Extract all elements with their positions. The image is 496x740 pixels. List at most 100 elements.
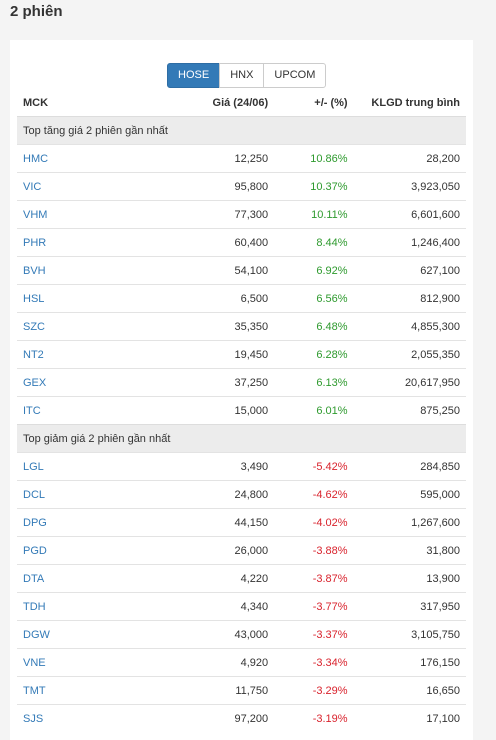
table-row: PHR 60,400 8.44% 1,246,400 (17, 228, 466, 257)
price-cell: 3,490 (123, 452, 275, 481)
table-row: NT2 19,450 6.28% 2,055,350 (17, 340, 466, 369)
stock-symbol-link[interactable]: PGD (17, 536, 124, 565)
tab-upcom[interactable]: UPCOM (263, 63, 327, 88)
table-row: ITC 15,000 6.01% 875,250 (17, 396, 466, 425)
price-cell: 37,250 (123, 368, 275, 397)
table-row: SZC 35,350 6.48% 4,855,300 (17, 312, 466, 341)
change-cell: -4.02% (274, 508, 354, 537)
price-cell: 26,000 (123, 536, 275, 565)
change-cell: 6.01% (274, 396, 354, 425)
volume-cell: 6,601,600 (353, 200, 466, 229)
table-row: PGD 26,000 -3.88% 31,800 (17, 536, 466, 565)
market-panel: HOSE HNX UPCOM MCK Giá (24/06) +/- (%) K… (10, 40, 473, 740)
volume-cell: 1,246,400 (353, 228, 466, 257)
change-cell: -3.87% (274, 564, 354, 593)
volume-cell: 812,900 (353, 284, 466, 313)
change-cell: 8.44% (274, 228, 354, 257)
table-row: VHM 77,300 10.11% 6,601,600 (17, 200, 466, 229)
volume-cell: 31,800 (353, 536, 466, 565)
stock-symbol-link[interactable]: PHR (17, 228, 124, 257)
change-cell: -3.34% (274, 648, 354, 677)
price-cell: 24,800 (123, 480, 275, 509)
change-cell: 10.86% (274, 144, 354, 173)
stock-symbol-link[interactable]: NT2 (17, 340, 124, 369)
price-cell: 11,750 (123, 676, 275, 705)
header-volume: KLGD trung bình (353, 90, 466, 117)
table-body: Top tăng giá 2 phiên gần nhất HMC 12,250 10… (17, 116, 466, 732)
stock-symbol-link[interactable]: HSL (17, 284, 124, 313)
volume-cell: 16,650 (353, 676, 466, 705)
volume-cell: 20,617,950 (353, 368, 466, 397)
group-title: Top giảm giá 2 phiên gần nhất (17, 424, 466, 453)
table-row: DPG 44,150 -4.02% 1,267,600 (17, 508, 466, 537)
table-row: DTA 4,220 -3.87% 13,900 (17, 564, 466, 593)
volume-cell: 317,950 (353, 592, 466, 621)
stock-symbol-link[interactable]: BVH (17, 256, 124, 285)
table-row: BVH 54,100 6.92% 627,100 (17, 256, 466, 285)
exchange-tabs: HOSE HNX UPCOM (167, 63, 327, 88)
stock-symbol-link[interactable]: SJS (17, 704, 124, 732)
header-price: Giá (24/06) (123, 90, 275, 117)
price-cell: 4,920 (123, 648, 275, 677)
stock-symbol-link[interactable]: SZC (17, 312, 124, 341)
table-row: TMT 11,750 -3.29% 16,650 (17, 676, 466, 705)
table-row: HMC 12,250 10.86% 28,200 (17, 144, 466, 173)
stock-symbol-link[interactable]: HMC (17, 144, 124, 173)
stock-symbol-link[interactable]: DCL (17, 480, 124, 509)
stock-symbol-link[interactable]: GEX (17, 368, 124, 397)
volume-cell: 284,850 (353, 452, 466, 481)
stock-symbol-link[interactable]: VIC (17, 172, 124, 201)
volume-cell: 13,900 (353, 564, 466, 593)
table-header-row: MCK Giá (24/06) +/- (%) KLGD trung bình (17, 90, 466, 117)
table-row: DGW 43,000 -3.37% 3,105,750 (17, 620, 466, 649)
volume-cell: 176,150 (353, 648, 466, 677)
volume-cell: 3,105,750 (353, 620, 466, 649)
stock-symbol-link[interactable]: DGW (17, 620, 124, 649)
table-row: HSL 6,500 6.56% 812,900 (17, 284, 466, 313)
price-cell: 95,800 (123, 172, 275, 201)
change-cell: -3.37% (274, 620, 354, 649)
stock-symbol-link[interactable]: ITC (17, 396, 124, 425)
price-cell: 4,340 (123, 592, 275, 621)
stock-symbol-link[interactable]: DPG (17, 508, 124, 537)
price-cell: 44,150 (123, 508, 275, 537)
change-cell: -3.88% (274, 536, 354, 565)
header-change: +/- (%) (274, 90, 354, 117)
page-title: 2 phiên (10, 3, 63, 20)
table-row: DCL 24,800 -4.62% 595,000 (17, 480, 466, 509)
header-symbol: MCK (17, 90, 124, 117)
change-cell: -3.29% (274, 676, 354, 705)
volume-cell: 627,100 (353, 256, 466, 285)
price-cell: 97,200 (123, 704, 275, 732)
volume-cell: 595,000 (353, 480, 466, 509)
group-header-gainers: Top tăng giá 2 phiên gần nhất (17, 116, 466, 145)
table-row: VNE 4,920 -3.34% 176,150 (17, 648, 466, 677)
tab-hnx[interactable]: HNX (219, 63, 265, 88)
table-row: VIC 95,800 10.37% 3,923,050 (17, 172, 466, 201)
price-cell: 60,400 (123, 228, 275, 257)
stock-symbol-link[interactable]: LGL (17, 452, 124, 481)
volume-cell: 4,855,300 (353, 312, 466, 341)
table-row: SJS 97,200 -3.19% 17,100 (17, 704, 466, 732)
change-cell: -3.19% (274, 704, 354, 732)
change-cell: -3.77% (274, 592, 354, 621)
price-change-table: MCK Giá (24/06) +/- (%) KLGD trung bình … (17, 90, 466, 732)
price-cell: 54,100 (123, 256, 275, 285)
change-cell: -4.62% (274, 480, 354, 509)
group-title: Top tăng giá 2 phiên gần nhất (17, 116, 466, 145)
change-cell: 10.37% (274, 172, 354, 201)
table-row: LGL 3,490 -5.42% 284,850 (17, 452, 466, 481)
stock-symbol-link[interactable]: TMT (17, 676, 124, 705)
price-cell: 15,000 (123, 396, 275, 425)
price-cell: 77,300 (123, 200, 275, 229)
stock-symbol-link[interactable]: DTA (17, 564, 124, 593)
price-cell: 43,000 (123, 620, 275, 649)
change-cell: -5.42% (274, 452, 354, 481)
tab-hose[interactable]: HOSE (167, 63, 221, 88)
change-cell: 6.56% (274, 284, 354, 313)
stock-symbol-link[interactable]: TDH (17, 592, 124, 621)
stock-symbol-link[interactable]: VNE (17, 648, 124, 677)
price-cell: 12,250 (123, 144, 275, 173)
volume-cell: 17,100 (353, 704, 466, 732)
stock-symbol-link[interactable]: VHM (17, 200, 124, 229)
